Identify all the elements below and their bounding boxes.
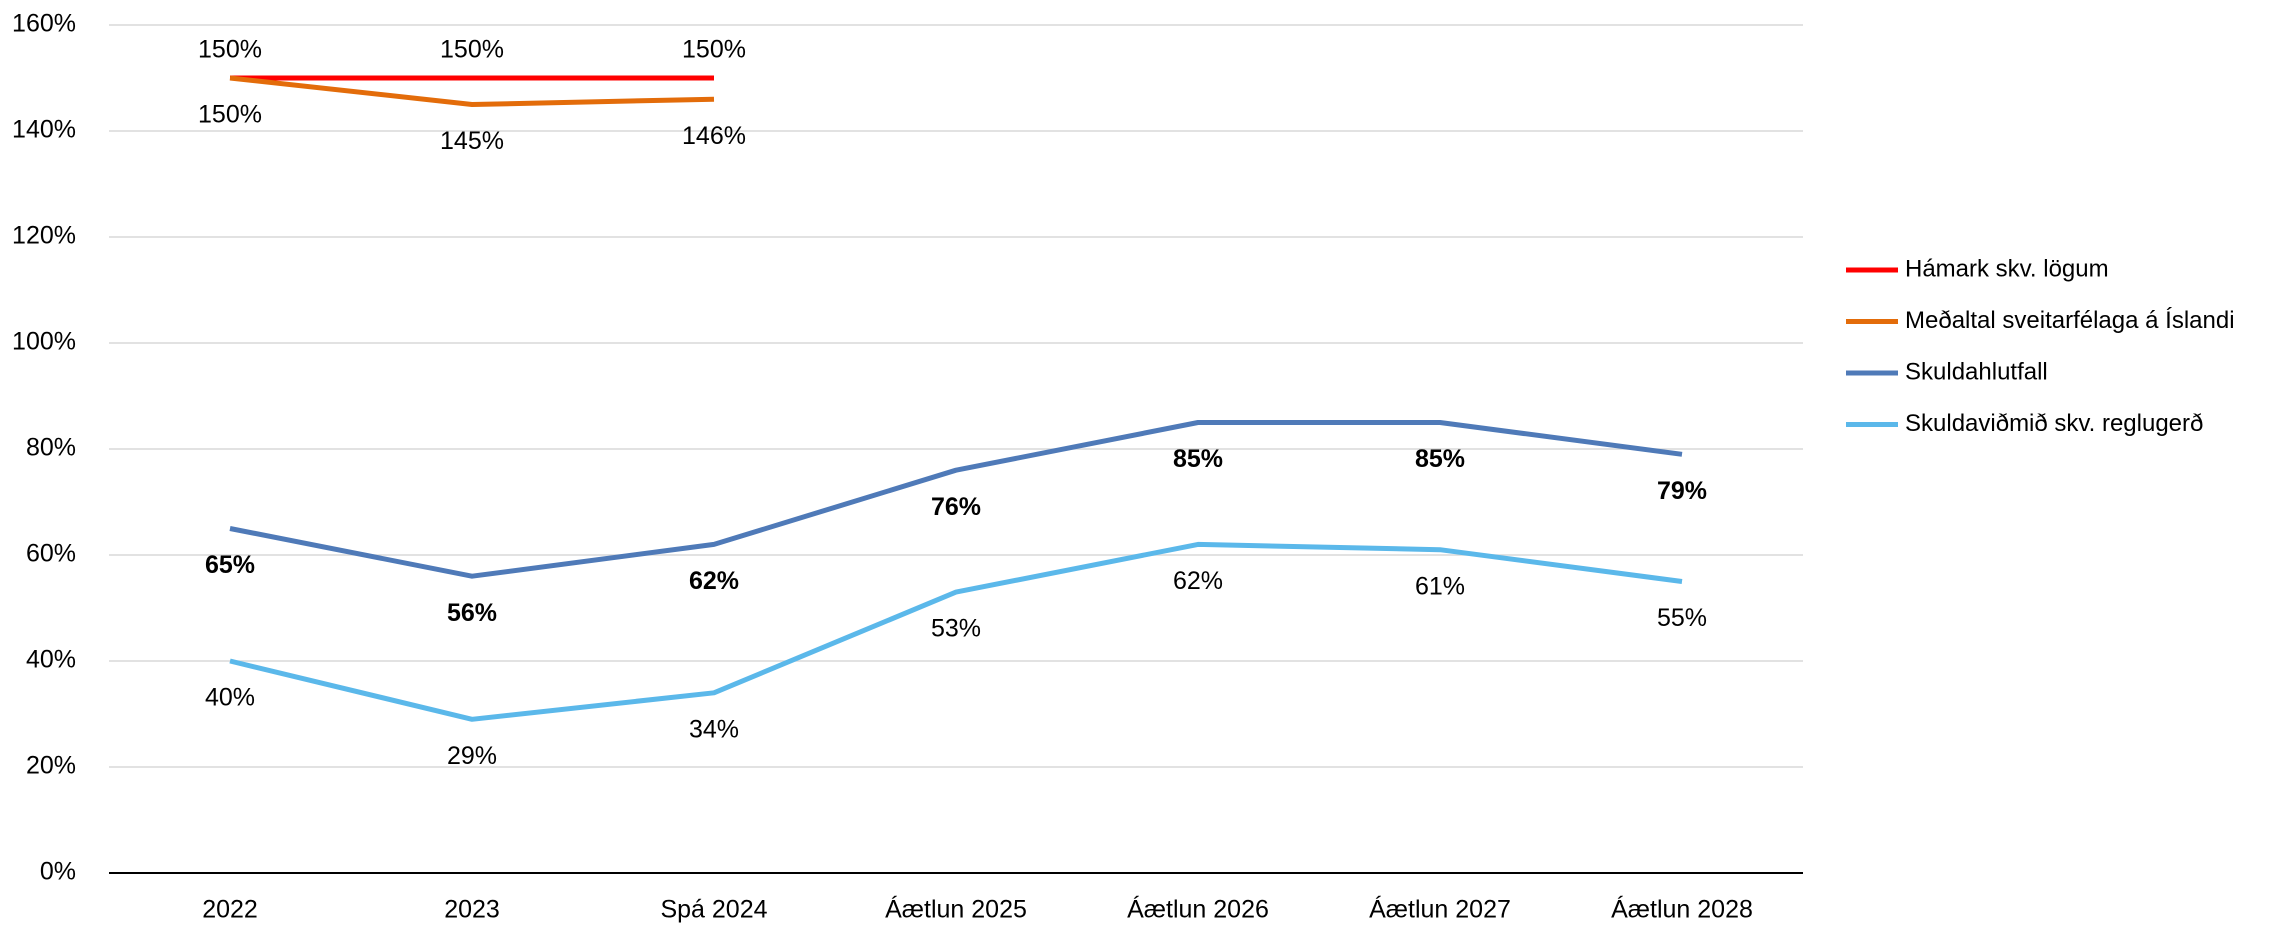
data-label: 65% (205, 551, 255, 579)
y-tick-label: 140% (12, 116, 76, 144)
y-tick-label: 120% (12, 222, 76, 250)
y-tick-label: 100% (12, 328, 76, 356)
data-label: 76% (931, 493, 981, 521)
data-label: 79% (1657, 477, 1707, 505)
data-label: 55% (1657, 604, 1707, 632)
data-label: 85% (1173, 445, 1223, 473)
data-label: 61% (1415, 572, 1465, 600)
y-tick-label: 40% (26, 646, 76, 674)
y-tick-label: 80% (26, 434, 76, 462)
data-label: 145% (440, 127, 504, 155)
legend-label: Hámark skv. lögum (1905, 255, 2109, 282)
data-label: 62% (1173, 567, 1223, 595)
series-line (229, 75, 715, 107)
data-label: 150% (440, 36, 504, 64)
x-tick-label: 2023 (444, 896, 500, 924)
y-tick-label: 20% (26, 752, 76, 780)
data-label: 53% (931, 615, 981, 643)
data-label: 150% (198, 101, 262, 129)
y-tick-label: 160% (12, 10, 76, 38)
x-tick-label: Áætlun 2025 (885, 895, 1027, 924)
series-line (229, 420, 1683, 579)
legend-label: Meðaltal sveitarfélaga á Íslandi (1905, 307, 2235, 334)
y-tick-label: 0% (40, 858, 76, 886)
legend-label: Skuldahlutfall (1905, 358, 2048, 385)
data-label: 85% (1415, 445, 1465, 473)
data-label: 56% (447, 599, 497, 627)
data-label: 40% (205, 684, 255, 712)
x-tick-label: Spá 2024 (660, 896, 767, 924)
x-tick-label: Áætlun 2026 (1127, 895, 1269, 924)
data-label: 62% (689, 567, 739, 595)
x-tick-label: Áætlun 2028 (1611, 895, 1753, 924)
legend-label: Skuldaviðmið skv. reglugerð (1905, 410, 2203, 437)
data-label: 34% (689, 715, 739, 743)
data-label: 150% (198, 36, 262, 64)
data-label: 150% (682, 36, 746, 64)
data-label: 29% (447, 742, 497, 770)
y-tick-label: 60% (26, 540, 76, 568)
x-tick-label: 2022 (202, 896, 258, 924)
series-line (229, 541, 1683, 722)
x-tick-label: Áætlun 2027 (1369, 895, 1511, 924)
data-label: 146% (682, 122, 746, 150)
